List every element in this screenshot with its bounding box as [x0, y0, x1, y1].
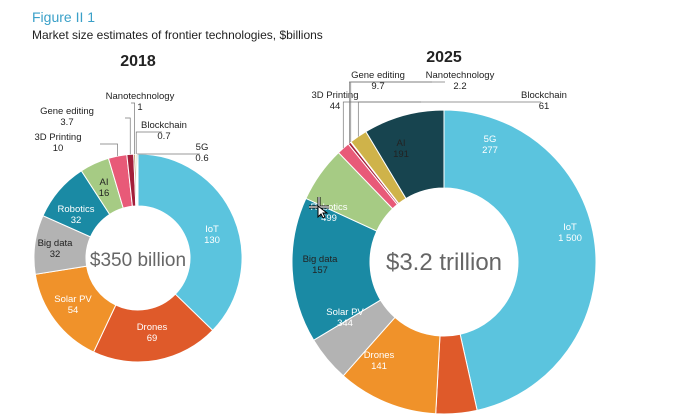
slice-drones-value: 141 [371, 361, 387, 372]
leader-line [100, 143, 118, 157]
slice-solar-pv-label: Solar PV [54, 294, 92, 305]
slice-solar-pv-value: 54 [68, 305, 79, 316]
slice-solar-pv-label: Solar PV [326, 307, 364, 318]
slice-5g [365, 109, 445, 200]
chart-year-title: 2018 [120, 53, 156, 70]
slice-drones-label: Drones [137, 322, 168, 333]
slice-nanotechnology-outside-value: 1 [137, 102, 142, 113]
slice-3d-printing-outside-label: 3D Printing [312, 90, 359, 101]
leader-line [135, 131, 162, 155]
slice-big-data-label: Big data [303, 254, 339, 265]
slice-robotics-label: Robotics [311, 202, 348, 213]
slice-big-data-value: 32 [50, 249, 61, 260]
slice-nanotechnology-outside-label: Nanotechnology [106, 91, 175, 102]
slice-blockchain-outside-value: 0.7 [157, 131, 170, 142]
leader-line [131, 102, 135, 155]
slice-big-data-value: 157 [312, 265, 328, 276]
slice-3d-printing-outside-value: 44 [330, 101, 341, 112]
slice-ai-value: 191 [393, 149, 409, 160]
slice-gene-editing-outside-label: Gene editing [351, 70, 405, 81]
slice-5g [136, 153, 139, 207]
slice-ai-label: AI [100, 177, 109, 188]
figure-subtitle: Market size estimates of frontier techno… [32, 28, 323, 42]
center-total-label: $3.2 trillion [386, 249, 502, 276]
slice-iot-value: 1 500 [558, 233, 582, 244]
leader-line [350, 81, 445, 142]
figure-title: Figure II 1 [32, 9, 96, 25]
center-total-label: $350 billion [90, 250, 186, 271]
chart-year-title: 2025 [426, 49, 462, 66]
slice-robotics-value: 499 [321, 213, 337, 224]
slice-ai-label: AI [397, 138, 406, 149]
slice-iot [443, 109, 597, 411]
slice-gene-editing-outside-value: 3.7 [60, 117, 73, 128]
slice-5g-label: 5G [484, 134, 497, 145]
slice-nanotechnology-outside-value: 2.2 [453, 81, 466, 92]
leader-line [125, 117, 131, 155]
slice-ai-value: 16 [99, 188, 110, 199]
slice-iot [137, 153, 243, 332]
slice-blockchain-outside-label: Blockchain [141, 120, 187, 131]
leader-line [357, 101, 541, 137]
slice-gene-editing-outside-label: Gene editing [40, 106, 94, 117]
mouse-cursor-icon [309, 197, 329, 218]
slice-drones-value: 69 [147, 333, 158, 344]
slice-robotics-value: 32 [71, 215, 82, 226]
slice-drones [92, 293, 214, 363]
slice-iot-label: IoT [205, 224, 219, 235]
slice-drones-label: Drones [364, 350, 395, 361]
slice-gene-editing-outside-value: 9.7 [371, 81, 384, 92]
slice-5g-value: 277 [482, 145, 498, 156]
slice-big-data-label: Big data [38, 238, 74, 249]
slice-5g-outside-label: 5G [196, 142, 209, 153]
slice-3d-printing-outside-value: 10 [53, 143, 64, 154]
slice-iot-label: IoT [563, 222, 577, 233]
slice-3d-printing-outside-label: 3D Printing [35, 132, 82, 143]
slice-robotics-label: Robotics [58, 204, 95, 215]
slice-5g-outside-value: 0.6 [195, 153, 208, 164]
slice-iot-value: 130 [204, 235, 220, 246]
slice-nanotechnology-outside-label: Nanotechnology [426, 70, 495, 81]
slice-solar-pv-value: 344 [337, 318, 353, 329]
slice-blockchain-outside-label: Blockchain [521, 90, 567, 101]
slice-blockchain-outside-value: 61 [539, 101, 550, 112]
